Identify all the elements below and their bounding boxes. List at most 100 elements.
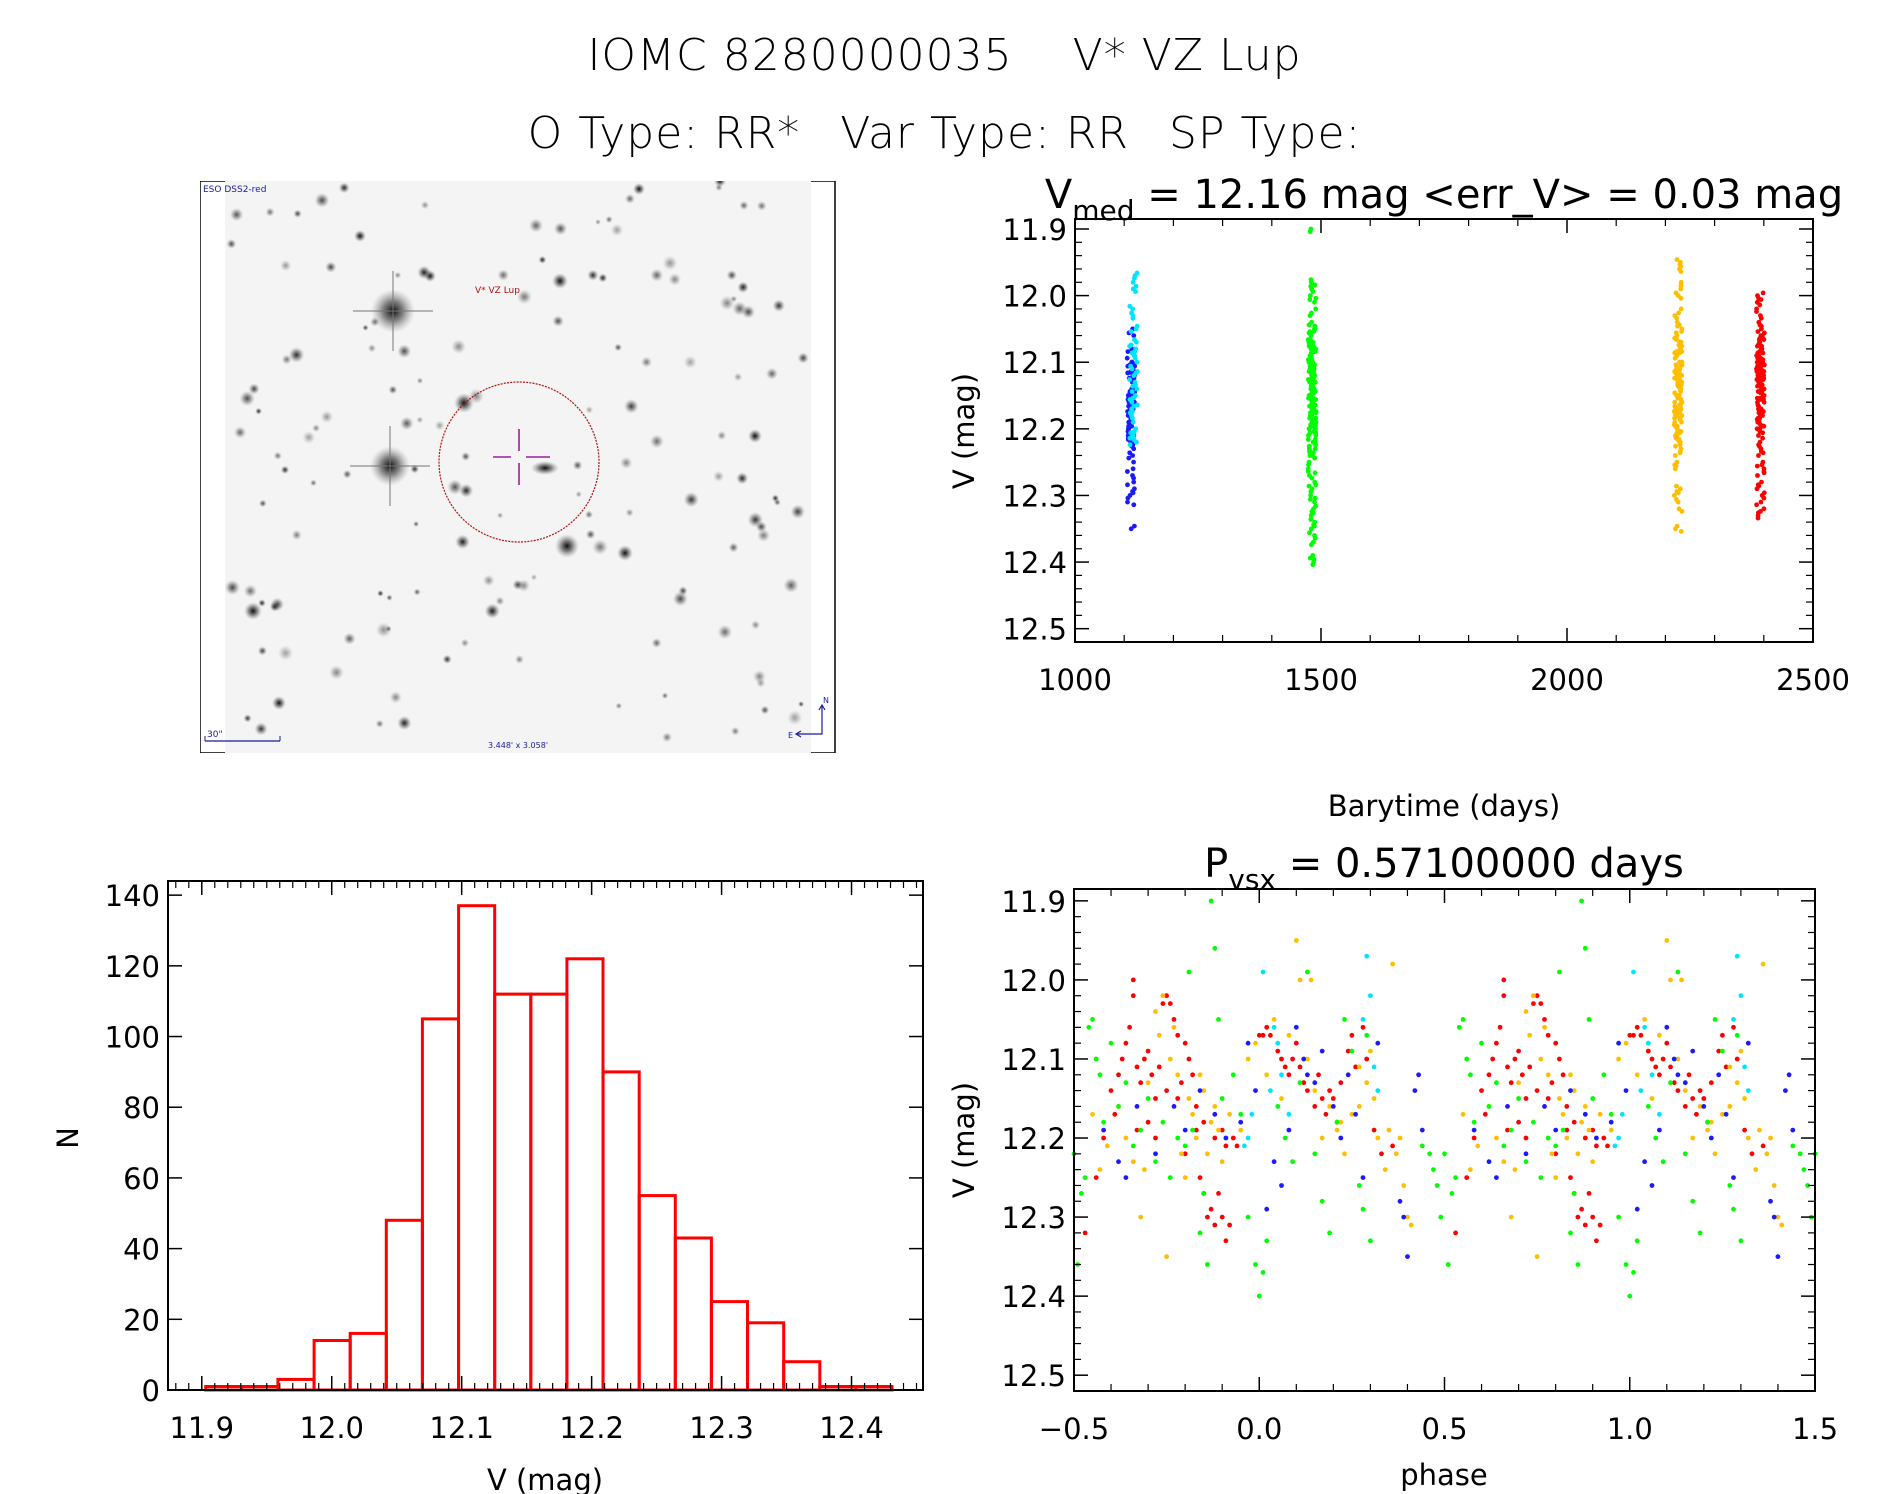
phase-curve-point [1182, 1040, 1188, 1046]
light-curve-point [1678, 389, 1683, 394]
phase-curve-point [1108, 1040, 1114, 1046]
phase-curve-point [1375, 1135, 1381, 1141]
star [229, 207, 244, 222]
phase-curve-point [1471, 1127, 1477, 1133]
phase-curve-point [1575, 1214, 1581, 1220]
light-curve-point [1754, 369, 1760, 374]
star [516, 289, 532, 305]
frame-right [811, 181, 836, 753]
phase-curve-point [1334, 1127, 1340, 1133]
light-curve-point [1672, 390, 1678, 396]
light-curve-point [1309, 423, 1314, 429]
star [584, 510, 594, 519]
phase-curve-point [1160, 993, 1166, 999]
field-size-label: 3.448' x 3.058' [488, 741, 548, 750]
phase-curve-point [1193, 1104, 1199, 1109]
light-curve-xlabel: Barytime (days) [1328, 789, 1561, 823]
phase-curve-point [1657, 1072, 1662, 1078]
page-title: IOMC 8280000035 V* VZ Lup [0, 30, 1889, 81]
phase-curve-point [1182, 1143, 1188, 1149]
phase-curve-point [1731, 1024, 1736, 1030]
phase-curve-point [1564, 1104, 1570, 1109]
phase-curve-point [1753, 1167, 1759, 1172]
light-curve-point [1671, 493, 1677, 498]
phase-curve-point [1345, 1048, 1351, 1054]
finder-chart: ESO DSS2-red V* VZ Lup 30" 3.448' x 3.05… [200, 181, 836, 753]
star [367, 343, 377, 353]
phase-curve-point [1479, 1088, 1484, 1093]
phase-curve-point [1212, 1222, 1218, 1228]
phase-curve-point [1660, 1159, 1666, 1165]
phase-curve-point [1201, 1119, 1207, 1125]
phase-curve-point [1116, 1072, 1121, 1078]
light-curve-point [1130, 419, 1136, 425]
star [661, 732, 673, 743]
phase-curve-point [1349, 1032, 1355, 1038]
phase-curve-point [1297, 1080, 1303, 1086]
phase-curve-point [1167, 1056, 1173, 1062]
phase-curve-point [1631, 969, 1636, 975]
light-curve-point [1674, 337, 1679, 342]
phase-curve-point [1390, 1143, 1395, 1149]
phase-curve-point [1790, 1127, 1796, 1133]
star [461, 451, 471, 462]
light-curve-point [1313, 442, 1319, 448]
light-curve-point [1761, 470, 1767, 476]
phase-curve-point [1519, 1072, 1525, 1078]
phase-curve-point [1375, 1040, 1381, 1046]
light-curve-point [1134, 386, 1140, 392]
phase-curve-point [1153, 1135, 1158, 1141]
phase-curve-point [1516, 1080, 1521, 1086]
light-curve-point [1127, 435, 1133, 441]
light-curve-point [1128, 430, 1134, 436]
phase-curve-point [1523, 1151, 1529, 1157]
phase-curve-point [1545, 1072, 1551, 1078]
light-curve-point [1310, 562, 1316, 568]
phase-curve-point [1456, 1024, 1462, 1030]
star [291, 529, 302, 541]
light-curve-point [1673, 443, 1678, 449]
phase-curve-point [1349, 1111, 1355, 1117]
light-curve-point [1758, 315, 1764, 321]
catalog-id: IOMC 8280000035 [587, 30, 1013, 81]
phase-curve-point [1705, 1119, 1710, 1125]
star [255, 407, 263, 415]
phase-curve-point [1549, 1151, 1555, 1157]
phase-curve-point [1464, 1175, 1470, 1180]
x-tick-label: 1500 [1284, 663, 1358, 697]
phase-curve-point [1260, 1270, 1266, 1275]
phase-curve-point [1534, 1254, 1540, 1259]
light-curve-point [1674, 483, 1679, 489]
phase-curve-point [1649, 1183, 1655, 1188]
phase-curve-point [1590, 1159, 1596, 1165]
star [370, 317, 380, 327]
phase-curve-point [1575, 1262, 1581, 1267]
y-tick-label: 40 [123, 1233, 160, 1267]
star [797, 352, 809, 364]
star [783, 577, 799, 593]
histogram-bar [420, 1017, 460, 1392]
phase-curve-point [1538, 1056, 1544, 1062]
phase-curve-point [1256, 1032, 1262, 1038]
phase-curve-point [1527, 1032, 1533, 1038]
light-curve-point [1679, 329, 1684, 334]
phase-curve-point [1119, 1056, 1125, 1062]
star [678, 586, 688, 596]
star [389, 691, 402, 704]
phase-curve-point [1138, 1127, 1144, 1133]
phase-curve-point [1431, 1167, 1436, 1172]
star [288, 347, 305, 363]
phase-curve-point [1197, 1230, 1203, 1236]
phase-curve-point [1553, 1151, 1559, 1157]
phase-curve-point [1645, 1048, 1651, 1054]
light-curve-point [1754, 377, 1760, 382]
light-curve-point [1131, 403, 1137, 409]
phase-curve-point [1557, 1096, 1562, 1101]
light-curve-point [1134, 323, 1140, 329]
phase-curve-point [1582, 945, 1588, 951]
phase-curve-point [1634, 1072, 1640, 1078]
variability-type: Var Type: RR [840, 108, 1130, 159]
star [280, 465, 290, 475]
phase-curve-point [1720, 1111, 1725, 1117]
phase-curve-point [1245, 1214, 1251, 1220]
